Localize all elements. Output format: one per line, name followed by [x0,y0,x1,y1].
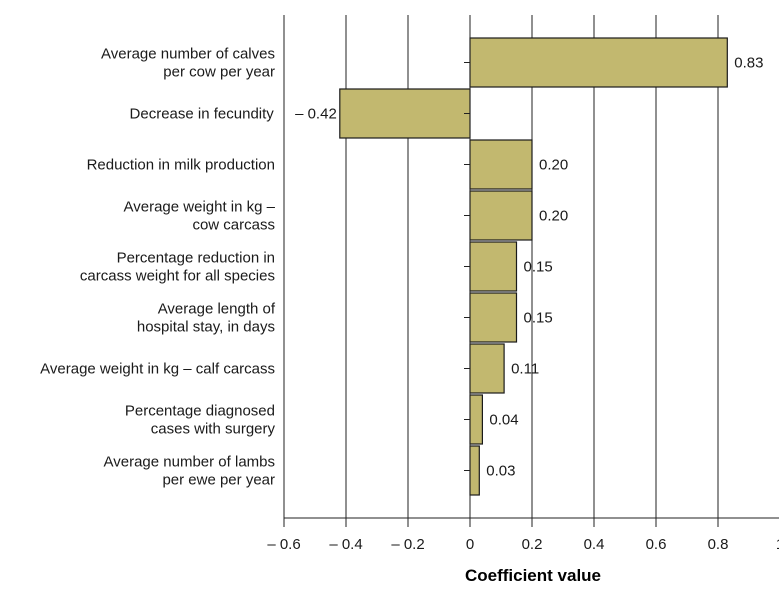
x-tick-label: 1 [776,536,779,553]
bar-value-label: 0.83 [734,55,763,72]
x-tick-label: 0.4 [584,536,605,553]
category-label: Percentage reduction in carcass weight fo… [80,250,275,285]
x-tick-label: – 0.6 [267,536,300,553]
bar [469,343,505,394]
bar [469,37,728,88]
category-label-line: Percentage diagnosed [125,403,275,420]
bar-value-label: 0.11 [511,361,539,378]
category-label: Average weight in kg – cow carcass [124,199,276,234]
category-label-line: per cow per year [163,64,275,81]
category-label-line: Average weight in kg – [124,199,276,216]
category-label-line: Reduction in milk production [87,157,275,174]
category-label-line: hospital stay, in days [137,319,275,336]
bar [339,88,471,139]
bar-value-label: 0.15 [524,310,553,327]
category-label-line: Average length of [158,301,276,318]
bar [469,190,533,241]
bar-value-label: – 0.42 [295,106,337,123]
x-tick-label: 0.8 [708,536,729,553]
bar-value-label: 0.20 [539,208,568,225]
bar-value-label: 0.04 [489,412,518,429]
x-tick-label: 0.2 [522,536,543,553]
category-label-line: carcass weight for all species [80,268,275,285]
category-label-line: Average number of lambs [104,454,275,471]
category-label-line: Average weight in kg – calf carcass [40,361,275,378]
category-label: Percentage diagnosed cases with surgery [125,403,276,438]
bar-value-label: 0.20 [539,157,568,174]
bar [469,292,518,343]
category-label: Average length of hospital stay, in days [137,301,276,336]
category-label-line: per ewe per year [162,472,275,489]
category-label: Average weight in kg – calf carcass [40,361,275,378]
x-axis-title: Coefficient value [465,566,601,585]
labels: 0.83 Average number of calves per cow per … [40,46,779,554]
bar-value-label: 0.03 [486,463,515,480]
x-tick-label: 0.6 [646,536,667,553]
category-label: Reduction in milk production [87,157,275,174]
category-label-line: cow carcass [192,217,275,234]
bar [469,241,518,292]
x-tick-label: 0 [466,536,474,553]
bar [469,445,480,496]
category-label-line: cases with surgery [151,421,276,438]
category-label: Average number of lambs per ewe per year [104,454,275,489]
x-tick-label: – 0.2 [391,536,424,553]
category-label: Average number of calves per cow per year [101,46,275,81]
category-label-line: Average number of calves [101,46,275,63]
bar [469,139,533,190]
category-label-line: Percentage reduction in [117,250,275,267]
x-tick-label: – 0.4 [329,536,362,553]
bars [339,37,728,496]
category-label-line: Decrease in fecundity [130,106,275,123]
bar-value-label: 0.15 [524,259,553,276]
bar [469,394,483,445]
category-label: Decrease in fecundity [130,106,275,123]
axes [283,15,779,527]
